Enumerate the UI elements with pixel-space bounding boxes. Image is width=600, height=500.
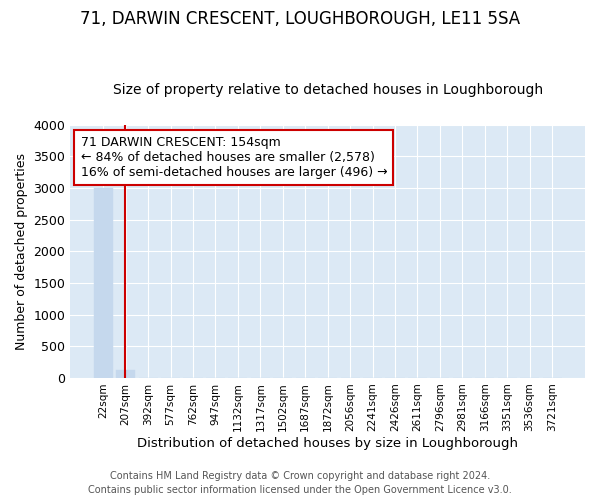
Title: Size of property relative to detached houses in Loughborough: Size of property relative to detached ho… [113, 83, 543, 97]
Y-axis label: Number of detached properties: Number of detached properties [15, 152, 28, 350]
Bar [94, 188, 113, 378]
Bar [116, 370, 135, 378]
Text: Contains HM Land Registry data © Crown copyright and database right 2024.
Contai: Contains HM Land Registry data © Crown c… [88, 471, 512, 495]
X-axis label: Distribution of detached houses by size in Loughborough: Distribution of detached houses by size … [137, 437, 518, 450]
Text: 71 DARWIN CRESCENT: 154sqm
← 84% of detached houses are smaller (2,578)
16% of s: 71 DARWIN CRESCENT: 154sqm ← 84% of deta… [80, 136, 387, 179]
Text: 71, DARWIN CRESCENT, LOUGHBOROUGH, LE11 5SA: 71, DARWIN CRESCENT, LOUGHBOROUGH, LE11 … [80, 10, 520, 28]
